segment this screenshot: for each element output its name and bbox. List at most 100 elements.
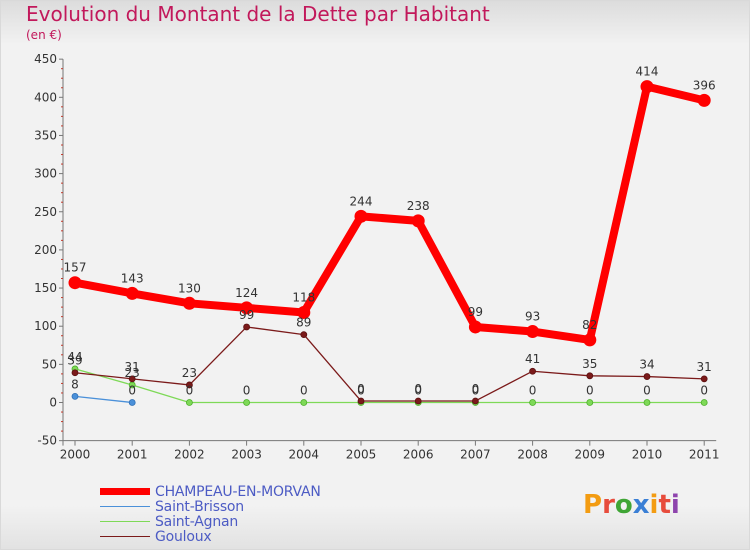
data-label: 396 [693,78,716,92]
legend-item-gouloux: Gouloux [100,529,420,546]
data-point [357,397,365,405]
data-point [700,399,708,406]
data-point [414,397,422,405]
data-point [300,331,308,338]
x-tick-label: 2003 [231,448,262,462]
y-tick-label: 450 [34,52,57,66]
data-label: 0 [300,384,308,398]
series-line-0 [74,82,706,344]
data-label: 34 [639,358,654,372]
x-tick-label: 2001 [117,448,148,462]
data-point [71,369,79,377]
x-tick-label: 2000 [60,448,91,462]
y-tick-label: 0 [49,396,57,410]
data-point [411,214,425,228]
y-tick-label: 250 [34,205,57,219]
legend-label-gouloux: Gouloux [155,529,212,545]
data-label: 0 [186,384,194,398]
x-tick-label: 2002 [174,448,205,462]
data-point [125,286,139,300]
legend-label-saint-agnan: Saint-Agnan [155,514,239,530]
data-point [697,93,711,107]
legend-label-champeau: CHAMPEAU-EN-MORVAN [155,484,321,500]
y-tick-label: 150 [34,281,57,295]
data-label: 0 [357,384,365,398]
data-label: 23 [125,366,140,380]
data-label: 0 [357,382,365,396]
data-label: 82 [582,318,597,332]
data-point [583,333,597,347]
data-point [354,209,368,223]
data-point [128,375,136,383]
data-label: 0 [529,384,537,398]
data-label: 143 [121,271,144,285]
data-label: 35 [582,357,597,371]
data-point [185,381,193,389]
logo-letter: t [658,490,671,520]
y-tick-label: 100 [34,319,57,333]
y-tick-label: -50 [37,434,57,448]
data-point [586,372,594,380]
data-point [700,375,708,383]
data-point [240,301,254,315]
data-label: 99 [468,305,483,319]
data-point [643,373,651,380]
data-point [526,325,540,339]
data-label: 99 [239,308,254,322]
legend-item-champeau: CHAMPEAU-EN-MORVAN [100,484,420,501]
x-tick-label: 2006 [403,448,434,462]
y-tick-label: 350 [34,128,57,142]
data-label: 238 [407,199,430,213]
y-tick-label: 300 [34,167,57,181]
data-label: 0 [414,382,422,396]
data-label: 31 [697,360,712,374]
data-label: 89 [296,316,311,330]
x-tick-label: 2009 [575,448,606,462]
data-point [297,305,311,319]
chart-subtitle: (en €) [26,28,62,42]
chart-title: Evolution du Montant de la Dette par Hab… [26,2,490,26]
data-label: 39 [67,354,82,368]
data-label: 0 [643,384,651,398]
data-label: 0 [586,384,594,398]
x-tick-label: 2008 [517,448,548,462]
data-label: 0 [472,382,480,396]
data-point [643,399,651,406]
data-label: 23 [182,366,197,380]
data-label: 44 [67,350,82,364]
series-line-3 [74,326,705,402]
x-tick-label: 2011 [689,448,720,462]
series-line-2 [74,368,705,404]
logo-letter: i [649,490,659,520]
data-label: 0 [243,384,251,398]
legend-swatch-saint-brisson [100,506,150,507]
data-label: 93 [525,310,540,324]
data-point [640,80,654,94]
data-label: 244 [350,194,373,208]
logo-letter: i [670,490,680,520]
data-label: 8 [71,377,79,391]
data-label: 0 [700,384,708,398]
data-point [185,399,193,406]
y-tick-label: 200 [34,243,57,257]
data-point [128,399,136,406]
legend-label-saint-brisson: Saint-Brisson [155,499,244,515]
data-label: 130 [178,281,201,295]
logo-letter: o [614,490,633,520]
data-point [68,276,82,290]
data-label: 0 [128,384,136,398]
x-tick-label: 2007 [460,448,491,462]
series-line-1 [74,395,133,404]
data-label: 41 [525,352,540,366]
data-label: 118 [292,290,315,304]
legend-swatch-saint-agnan [100,521,150,522]
data-label: 0 [472,384,480,398]
proxiti-logo: Proxiti [583,490,680,520]
x-tick-label: 2004 [289,448,320,462]
data-point [243,323,251,331]
x-tick-label: 2010 [632,448,663,462]
data-point [529,367,536,375]
